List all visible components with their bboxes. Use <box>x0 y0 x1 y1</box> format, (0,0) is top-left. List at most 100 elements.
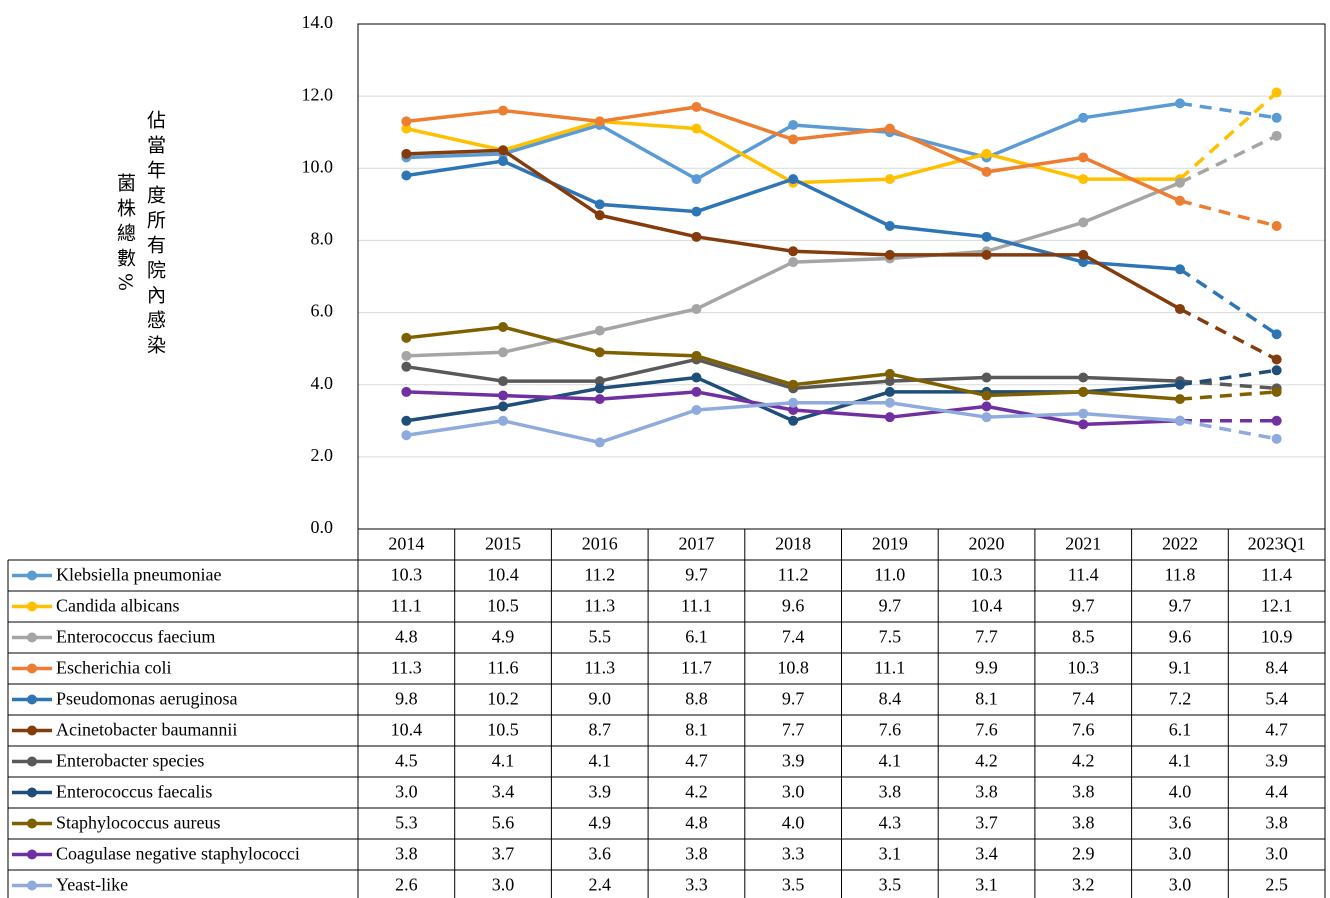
x-tick-label: 2021 <box>1065 534 1101 554</box>
table-cell: 11.0 <box>874 565 905 585</box>
point <box>594 394 605 405</box>
table-cell: 8.8 <box>685 689 708 709</box>
point <box>1174 177 1185 188</box>
table-cell: 4.0 <box>782 813 805 833</box>
x-tick-label: 2015 <box>485 534 521 554</box>
table-cell: 7.2 <box>1169 689 1192 709</box>
point <box>981 166 992 177</box>
point <box>498 390 509 401</box>
point <box>401 170 412 181</box>
table-cell: 4.8 <box>395 627 418 647</box>
legend-label: Enterobacter species <box>56 751 204 771</box>
legend-label: Pseudomonas aeruginosa <box>56 689 237 709</box>
y-axis-title: 佔當年度所有院內感染菌株總數% <box>114 110 166 360</box>
point <box>594 437 605 448</box>
table-cell: 4.8 <box>685 813 708 833</box>
point <box>1078 217 1089 228</box>
table-cell: 3.8 <box>1072 813 1095 833</box>
table-cell: 8.7 <box>589 720 612 740</box>
table-cell: 6.1 <box>1169 720 1192 740</box>
table-cell: 11.4 <box>1068 565 1099 585</box>
table-cell: 3.8 <box>975 782 998 802</box>
point <box>981 148 992 159</box>
x-tick-label: 2018 <box>775 534 811 554</box>
series-line-dashed <box>1178 267 1278 336</box>
table-cell: 4.9 <box>492 627 515 647</box>
y-tick-label: 0.0 <box>311 517 334 537</box>
point <box>981 231 992 242</box>
table-cell: 3.8 <box>395 844 418 864</box>
table-cell: 11.1 <box>874 658 905 678</box>
point <box>1078 257 1089 268</box>
point <box>594 210 605 221</box>
table-cell: 8.1 <box>975 689 998 709</box>
table-cell: 5.3 <box>395 813 418 833</box>
point <box>401 361 412 372</box>
legend-label: Yeast-like <box>56 875 128 895</box>
table-cell: 3.6 <box>589 844 612 864</box>
table-cell: 6.1 <box>685 627 708 647</box>
table-cell: 9.0 <box>589 689 612 709</box>
point <box>884 123 895 134</box>
point <box>1078 419 1089 430</box>
table-cell: 10.5 <box>487 720 519 740</box>
table-cell: 11.4 <box>1261 565 1292 585</box>
point <box>1174 379 1185 390</box>
point <box>1271 221 1282 231</box>
table-cell: 3.7 <box>492 844 515 864</box>
table-cell: 3.4 <box>975 844 998 864</box>
table-cell: 3.8 <box>685 844 708 864</box>
legend-label: Acinetobacter baumannii <box>56 720 237 740</box>
table-cell: 3.0 <box>1169 844 1192 864</box>
legend-marker <box>27 570 37 581</box>
y-tick-label: 10.0 <box>302 156 334 176</box>
table-cell: 11.1 <box>681 596 712 616</box>
table-cell: 11.8 <box>1165 565 1196 585</box>
legend-marker <box>27 818 37 829</box>
legend-marker <box>27 601 37 612</box>
point <box>1078 112 1089 123</box>
table-cell: 2.5 <box>1265 875 1288 895</box>
table-cell: 4.7 <box>685 751 708 771</box>
table-cell: 10.4 <box>391 720 423 740</box>
point <box>1271 329 1282 340</box>
point <box>401 116 412 127</box>
y-tick-label: 2.0 <box>311 445 334 465</box>
y-tick-label: 4.0 <box>311 373 334 393</box>
legend-marker <box>27 880 37 891</box>
point <box>594 347 605 358</box>
point <box>1078 249 1089 260</box>
table-cell: 10.2 <box>487 689 519 709</box>
table-cell: 9.8 <box>395 689 418 709</box>
legend-label: Staphylococcus aureus <box>56 813 220 833</box>
x-tick-label: 2014 <box>388 534 424 554</box>
point <box>788 404 799 415</box>
table-cell: 10.3 <box>1068 658 1100 678</box>
legend-marker <box>27 725 37 736</box>
x-tick-label: 2020 <box>969 534 1005 554</box>
point <box>401 123 412 134</box>
table-cell: 8.4 <box>879 689 902 709</box>
table-cell: 9.7 <box>685 565 708 585</box>
table-cell: 2.6 <box>395 875 418 895</box>
point <box>1174 98 1185 109</box>
point <box>691 386 702 397</box>
legend-marker <box>27 632 37 643</box>
series-line-dashed <box>1179 307 1278 362</box>
table-cell: 12.1 <box>1261 596 1293 616</box>
point <box>498 145 509 156</box>
point <box>594 325 605 336</box>
point <box>1271 354 1282 365</box>
table-cell: 4.7 <box>1265 720 1288 740</box>
legend-label: Enterococcus faecalis <box>56 782 212 802</box>
table-cell: 9.7 <box>879 596 902 616</box>
series-line-dashed <box>1179 199 1278 228</box>
y-tick-label: 6.0 <box>311 301 334 321</box>
table-cell: 3.6 <box>1169 813 1192 833</box>
table-cell: 10.5 <box>487 596 519 616</box>
table-cell: 3.8 <box>879 782 902 802</box>
point <box>594 376 605 387</box>
table-cell: 3.4 <box>492 782 515 802</box>
series-line-dashed <box>1179 390 1277 401</box>
x-tick-label: 2022 <box>1162 534 1198 554</box>
